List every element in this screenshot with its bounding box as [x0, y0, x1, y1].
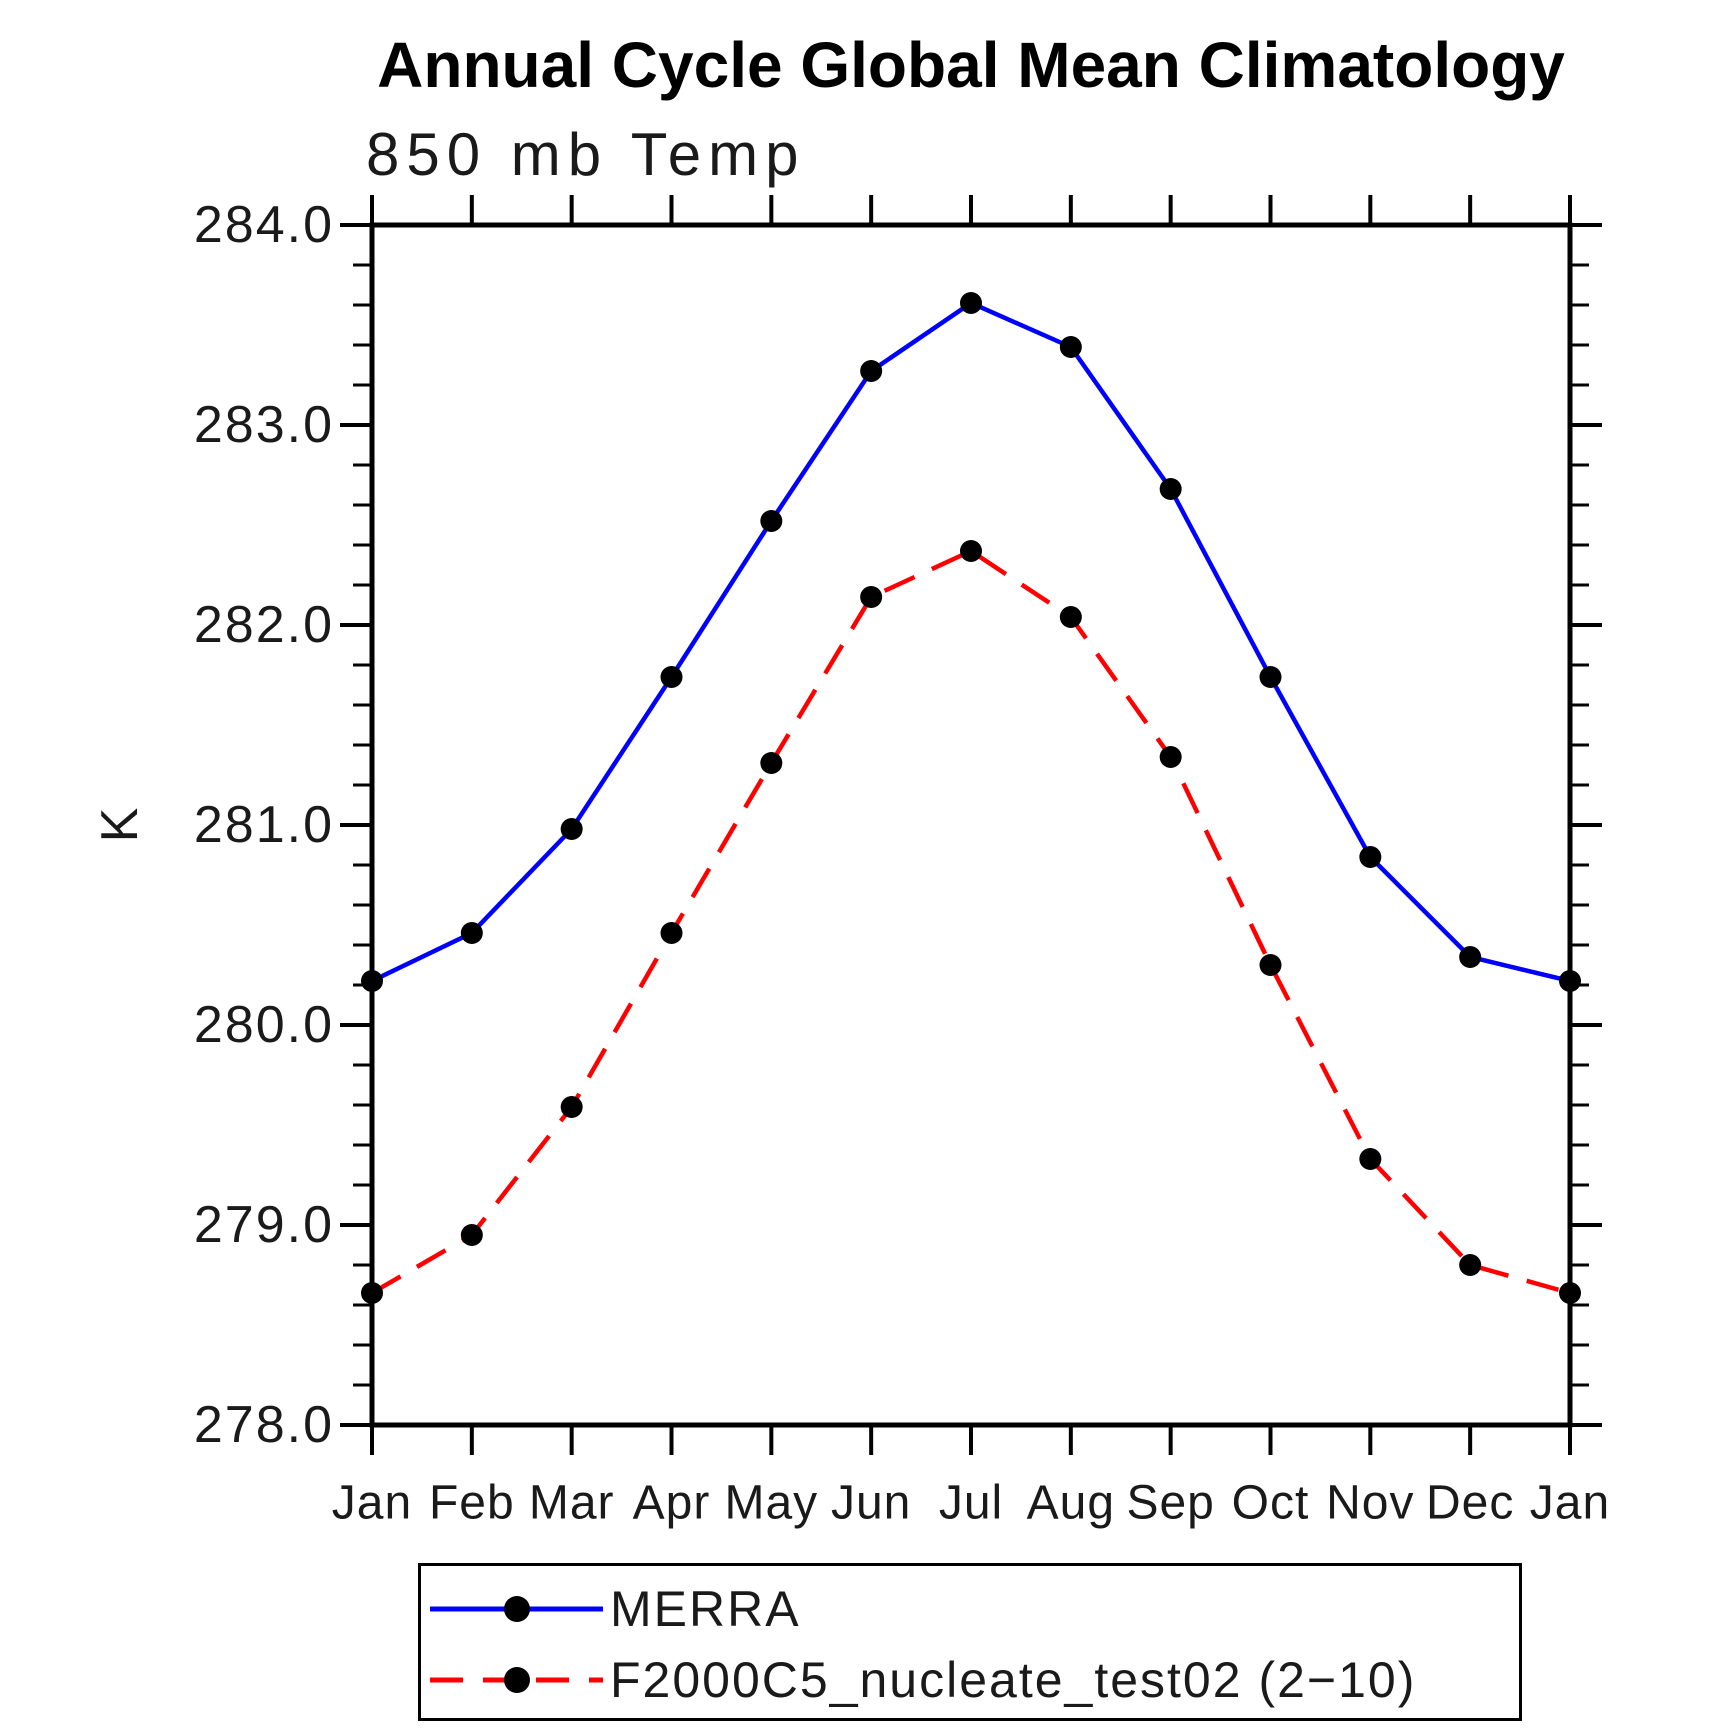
- series-1-marker: [1259, 954, 1282, 976]
- series-0-marker: [1559, 970, 1581, 992]
- series-0-marker: [1459, 946, 1482, 968]
- series-1-line: [370, 548, 1571, 1296]
- series-1-marker: [1459, 1254, 1482, 1276]
- series-0-marker: [460, 922, 483, 944]
- x-tick-label: Jun: [831, 1477, 911, 1530]
- series-1-marker: [560, 1096, 583, 1118]
- legend-row-merra: MERRA: [425, 1576, 801, 1642]
- x-tick-label: Jan: [1530, 1477, 1610, 1530]
- series-1-marker: [361, 1282, 383, 1304]
- x-tick-label: Mar: [529, 1477, 615, 1530]
- legend-label-merra: MERRA: [610, 1581, 801, 1637]
- x-tick-label: May: [724, 1477, 818, 1530]
- series-1-marker: [1359, 1148, 1382, 1170]
- series-0-marker: [760, 510, 783, 532]
- series-0-marker: [1259, 666, 1282, 688]
- y-tick-label: 282.0: [194, 596, 334, 654]
- x-tick-label: Apr: [633, 1477, 711, 1530]
- legend-row-f2000c5: F2000C5_nucleate_test02 (2−10): [425, 1647, 1416, 1713]
- series-0-marker: [860, 360, 883, 382]
- series-0-marker: [660, 666, 683, 688]
- series-0-marker: [560, 818, 583, 840]
- series-1-marker: [960, 540, 982, 562]
- y-tick-label: 283.0: [194, 396, 334, 454]
- x-tick-label: Jul: [939, 1477, 1003, 1530]
- series-1-marker: [1559, 1282, 1581, 1304]
- legend-line-sample-f2000c5: [430, 1667, 603, 1693]
- series-1-marker: [860, 586, 883, 608]
- legend: MERRA F2000C5_nucleate_test02 (2−10): [418, 1563, 1522, 1721]
- series-1-marker: [1159, 746, 1182, 768]
- y-tick-label: 279.0: [194, 1196, 334, 1254]
- legend-label-f2000c5: F2000C5_nucleate_test02 (2−10): [610, 1652, 1417, 1708]
- x-tick-label: Dec: [1426, 1477, 1514, 1530]
- y-tick-label: 280.0: [194, 996, 334, 1054]
- series-0-marker: [361, 970, 383, 992]
- series-0-marker: [1159, 478, 1182, 500]
- y-tick-label: 278.0: [194, 1396, 334, 1454]
- series-0-marker: [960, 292, 982, 314]
- series-0-marker: [1059, 336, 1082, 358]
- x-tick-label: Nov: [1326, 1477, 1414, 1530]
- series-1-marker: [460, 1224, 483, 1246]
- x-tick-label: Sep: [1126, 1477, 1214, 1530]
- x-tick-label: Feb: [429, 1477, 515, 1530]
- series-0-line: [371, 300, 1571, 984]
- x-tick-label: Aug: [1027, 1477, 1115, 1530]
- series-1-marker: [760, 752, 783, 774]
- series-1-marker: [660, 922, 683, 944]
- chart-subtitle: 850 mb Temp: [366, 121, 806, 188]
- y-tick-label: 284.0: [194, 196, 334, 254]
- series-0-marker: [1359, 846, 1382, 868]
- x-tick-label: Jan: [332, 1477, 412, 1530]
- chart-title: Annual Cycle Global Mean Climatology: [377, 29, 1565, 101]
- y-tick-label: 281.0: [194, 796, 334, 854]
- legend-line-sample-merra: [430, 1596, 603, 1622]
- series-1-marker: [1059, 606, 1082, 628]
- plot-frame: [369, 222, 1573, 1428]
- x-tick-label: Oct: [1232, 1477, 1310, 1530]
